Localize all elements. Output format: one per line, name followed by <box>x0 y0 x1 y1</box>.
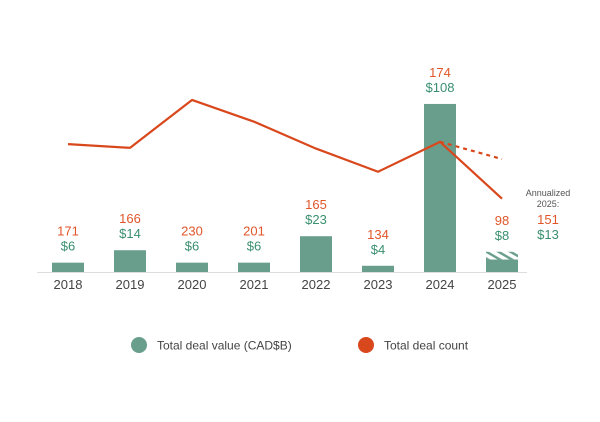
x-tick-2023: 2023 <box>364 277 393 292</box>
count-label-2019: 166 <box>119 211 141 226</box>
value-label-2019: $14 <box>119 226 141 241</box>
legend-value-swatch <box>131 337 147 353</box>
annualized-count-line <box>439 140 503 161</box>
count-label-2018: 171 <box>57 224 79 239</box>
value-label-2020: $6 <box>185 239 199 254</box>
bar-2023 <box>362 265 394 272</box>
x-tick-2022: 2022 <box>302 277 331 292</box>
x-tick-2020: 2020 <box>178 277 207 292</box>
annualized-label-1: Annualized <box>526 188 571 198</box>
bar-2022 <box>300 236 332 272</box>
x-tick-2024: 2024 <box>426 277 455 292</box>
legend-value-label: Total deal value (CAD$B) <box>157 339 292 353</box>
value-label-2021: $6 <box>247 239 261 254</box>
value-label-2024: $108 <box>426 80 455 95</box>
bar-2024 <box>424 103 456 273</box>
x-tick-2021: 2021 <box>240 277 269 292</box>
count-label-2023: 134 <box>367 227 389 242</box>
legend-count-swatch <box>358 337 374 353</box>
annualized-bar-extension <box>486 251 518 260</box>
legend: Total deal value (CAD$B) Total deal coun… <box>131 337 469 353</box>
count-label-2022: 165 <box>305 197 327 212</box>
count-label-2021: 201 <box>243 224 265 239</box>
count-line <box>67 98 503 200</box>
bar-2020 <box>176 262 208 272</box>
bar-2025 <box>486 259 518 272</box>
count-label-2025: 98 <box>495 213 509 228</box>
value-label-2022: $23 <box>305 212 327 227</box>
legend-count-label: Total deal count <box>384 339 469 353</box>
annualized-annotation: Annualized 2025: 151 $13 <box>526 188 571 242</box>
count-label-2024: 174 <box>429 65 451 80</box>
x-tick-2019: 2019 <box>116 277 145 292</box>
value-label-2018: $6 <box>61 239 75 254</box>
value-label-2023: $4 <box>371 242 385 257</box>
annualized-value-label: $13 <box>537 227 559 242</box>
x-tick-2025: 2025 <box>488 277 517 292</box>
annualized-count-label: 151 <box>537 212 559 227</box>
count-label-2020: 230 <box>181 224 203 239</box>
bar-2021 <box>238 262 270 272</box>
bar-2019 <box>114 250 146 272</box>
value-label-2025: $8 <box>495 228 509 243</box>
annualized-label-2: 2025: <box>537 199 560 209</box>
bar-2018 <box>52 262 84 272</box>
x-tick-2018: 2018 <box>54 277 83 292</box>
